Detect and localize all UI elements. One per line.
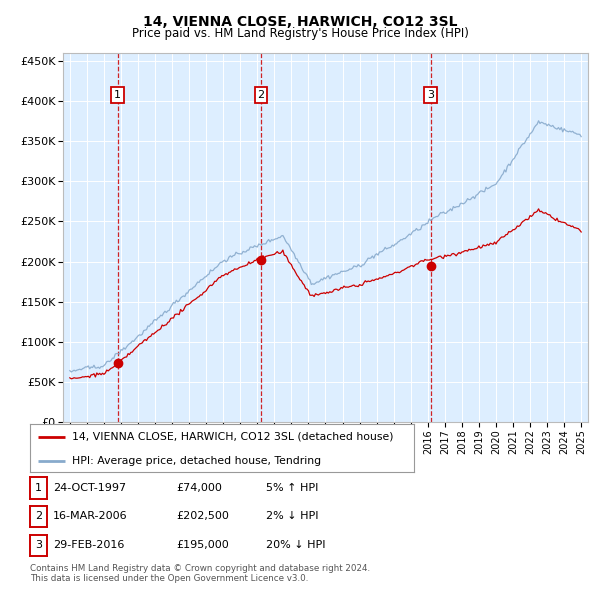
Text: 2: 2: [257, 90, 265, 100]
Text: £202,500: £202,500: [176, 512, 229, 521]
Text: 2: 2: [35, 512, 42, 521]
Text: 3: 3: [35, 540, 42, 550]
Text: 20% ↓ HPI: 20% ↓ HPI: [266, 540, 325, 550]
Text: 29-FEB-2016: 29-FEB-2016: [53, 540, 124, 550]
Text: 14, VIENNA CLOSE, HARWICH, CO12 3SL (detached house): 14, VIENNA CLOSE, HARWICH, CO12 3SL (det…: [72, 432, 394, 442]
Text: 14, VIENNA CLOSE, HARWICH, CO12 3SL: 14, VIENNA CLOSE, HARWICH, CO12 3SL: [143, 15, 457, 29]
Text: Contains HM Land Registry data © Crown copyright and database right 2024.
This d: Contains HM Land Registry data © Crown c…: [30, 563, 370, 583]
Text: 2% ↓ HPI: 2% ↓ HPI: [266, 512, 318, 521]
Text: £195,000: £195,000: [176, 540, 229, 550]
Text: 3: 3: [427, 90, 434, 100]
Text: 5% ↑ HPI: 5% ↑ HPI: [266, 483, 318, 493]
Text: HPI: Average price, detached house, Tendring: HPI: Average price, detached house, Tend…: [72, 456, 322, 466]
Text: 1: 1: [114, 90, 121, 100]
Text: Price paid vs. HM Land Registry's House Price Index (HPI): Price paid vs. HM Land Registry's House …: [131, 27, 469, 40]
Text: 16-MAR-2006: 16-MAR-2006: [53, 512, 127, 521]
Text: 24-OCT-1997: 24-OCT-1997: [53, 483, 126, 493]
Text: 1: 1: [35, 483, 42, 493]
Text: £74,000: £74,000: [176, 483, 221, 493]
